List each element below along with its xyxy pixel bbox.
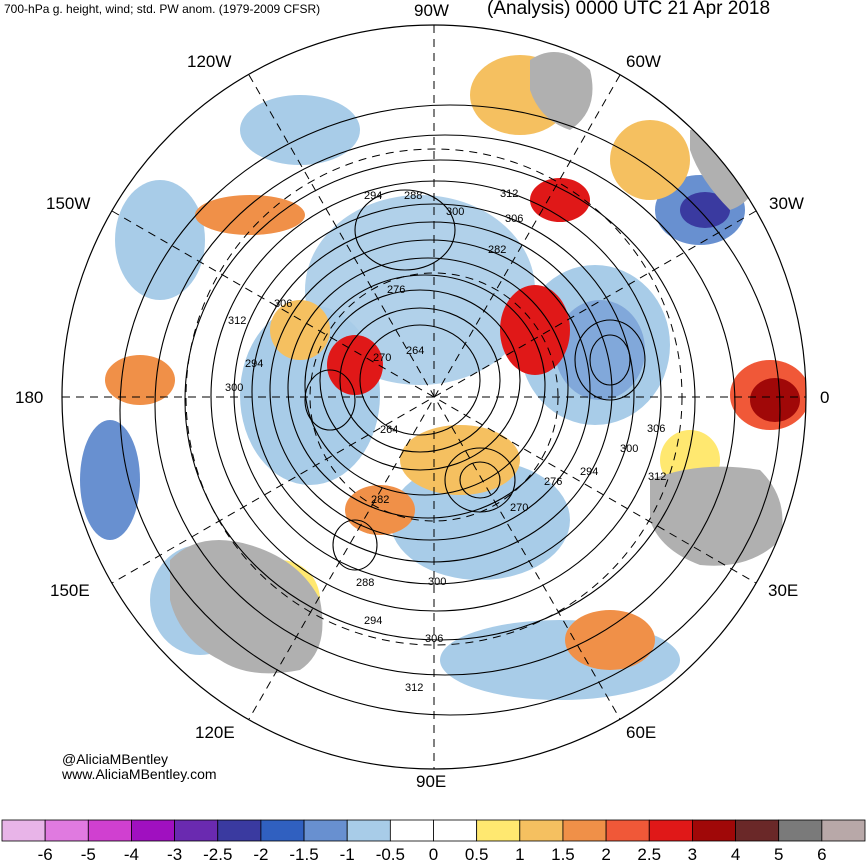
colorbar-tick-label: 3 — [687, 845, 698, 864]
colorbar — [1, 819, 866, 842]
lon-label-150w: 150W — [46, 194, 91, 213]
colorbar-swatch — [562, 819, 607, 842]
colorbar-swatch — [1, 819, 46, 842]
right-title: (Analysis) 0000 UTC 21 Apr 2018 — [487, 0, 771, 19]
colorbar-swatch — [174, 819, 219, 842]
colorbar-swatch — [476, 819, 521, 842]
colorbar-swatch — [821, 819, 866, 842]
colorbar-swatch — [346, 819, 391, 842]
colorbar-swatch — [44, 819, 89, 842]
colorbar-tick-label: -2.5 — [203, 845, 233, 864]
contour-label: 282 — [488, 244, 507, 256]
colorbar-tick-label: 4 — [730, 845, 741, 864]
lon-label-0: 0 — [820, 388, 830, 407]
colorbar-tick-label: -5 — [80, 845, 96, 864]
contour-label: 264 — [380, 424, 399, 436]
colorbar-swatch — [217, 819, 262, 842]
colorbar-swatch — [735, 819, 780, 842]
lon-label-90e: 90E — [416, 772, 447, 791]
contour-label: 288 — [404, 190, 423, 202]
graticule — [62, 25, 806, 769]
colorbar-swatch — [605, 819, 650, 842]
lon-label-60e: 60E — [626, 723, 657, 742]
colorbar-tick-label: -4 — [123, 845, 139, 864]
contour-label: 306 — [274, 298, 293, 310]
contour-label: 288 — [356, 577, 375, 589]
colorbar-tick-label: 6 — [817, 845, 827, 864]
lon-label-60w: 60W — [626, 52, 661, 71]
lon-label-180: 180 — [15, 388, 44, 407]
contour-label: 294 — [580, 466, 599, 478]
colorbar-tick-label: 5 — [773, 845, 784, 864]
map-boundary — [61, 24, 807, 770]
lon-label-120e: 120E — [195, 723, 235, 742]
colorbar-tick-label: 2.5 — [637, 845, 662, 864]
contour-label: 306 — [425, 633, 444, 645]
colorbar-tick-label: -0.5 — [375, 845, 405, 864]
colorbar-swatch — [303, 819, 348, 842]
contour-label: 312 — [228, 315, 247, 327]
colorbar-tick-label: -3 — [167, 845, 183, 864]
colorbar-swatch — [778, 819, 823, 842]
contour-label: 300 — [225, 382, 244, 394]
colorbar-swatch — [519, 819, 564, 842]
contour-label: 306 — [505, 213, 524, 225]
colorbar-swatch — [648, 819, 693, 842]
lon-label-90w: 90W — [414, 1, 449, 20]
contour-label: 312 — [500, 188, 519, 200]
colorbar-tick-label: 2 — [601, 845, 611, 864]
contour-label: 300 — [446, 206, 465, 218]
contour-label: 270 — [510, 502, 529, 514]
colorbar-swatch — [131, 819, 175, 842]
colorbar-swatch — [389, 819, 434, 842]
colorbar-swatch — [260, 819, 305, 842]
credit-handle: @AliciaMBentley — [62, 751, 169, 767]
colorbar-swatch — [433, 819, 478, 842]
colorbar-swatch — [692, 819, 736, 842]
colorbar-tick-label: -1.5 — [289, 845, 319, 864]
colorbar-tick-label: -2 — [253, 845, 269, 864]
left-title: 700-hPa g. height, wind; std. PW anom. (… — [4, 2, 321, 16]
colorbar-tick-label: 0 — [428, 845, 439, 864]
colorbar-swatch — [87, 819, 132, 842]
contour-label: 264 — [406, 345, 425, 357]
contour-label: 300 — [428, 576, 447, 588]
lon-label-30e: 30E — [768, 581, 799, 600]
contour-label: 276 — [544, 476, 563, 488]
contour-label: 270 — [373, 352, 392, 364]
colorbar-tick-label: 1 — [515, 845, 525, 864]
contour-label: 294 — [364, 615, 383, 627]
contour-label: 306 — [647, 423, 666, 435]
contour-label: 282 — [371, 494, 390, 506]
colorbar-tick-label: 0.5 — [464, 845, 489, 864]
contour-label: 276 — [387, 284, 406, 296]
colorbar-tick-label: -6 — [37, 845, 53, 864]
contour-label: 300 — [620, 443, 639, 455]
lon-label-150e: 150E — [50, 581, 90, 600]
polar-map — [61, 24, 807, 770]
colorbar-tick-label: -1 — [339, 845, 355, 864]
colorbar-tick-label: 1.5 — [551, 845, 575, 864]
contour-label: 312 — [405, 682, 424, 694]
lon-label-120w: 120W — [187, 52, 232, 71]
contour-label: 294 — [245, 358, 264, 370]
lon-label-30w: 30W — [769, 194, 804, 213]
contour-label: 294 — [364, 190, 383, 202]
contour-label: 312 — [648, 471, 667, 483]
credit-website: www.AliciaMBentley.com — [62, 766, 217, 782]
